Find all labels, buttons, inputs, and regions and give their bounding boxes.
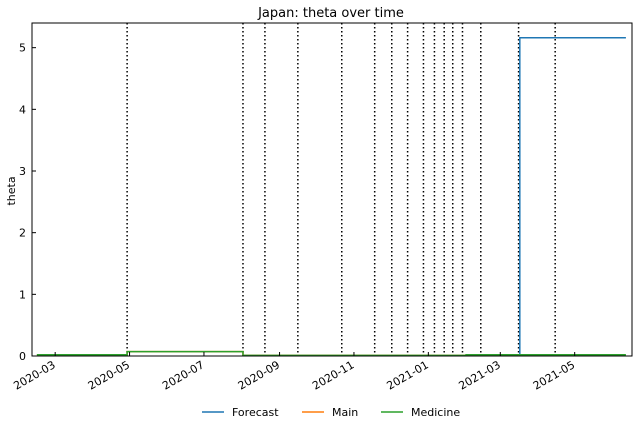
y-axis-label: theta [5,176,18,205]
y-tick-label: 2 [19,227,26,240]
x-tick-label: 2020-11 [310,358,356,392]
x-tick-label: 2021-03 [456,358,502,392]
y-tick-label: 3 [19,165,26,178]
x-tick-label: 2020-05 [86,358,132,392]
plot-frame [31,22,633,357]
legend-label-forecast: Forecast [232,406,279,419]
x-tick-label: 2021-05 [531,358,577,392]
y-tick-label: 5 [19,42,26,55]
plot-area: 0 1 2 3 4 5 2020-03 2020-05 2020-07 2020-09 2020-1… [11,22,633,393]
x-tick-label: 2020-07 [160,358,206,392]
y-tick-label: 0 [19,350,26,363]
x-tick-label: 2020-03 [11,358,57,392]
series-line-medicine [36,350,626,357]
series-line-forecast [519,37,626,355]
legend: Forecast Main Medicine [202,406,460,419]
y-tick-label: 1 [19,288,26,301]
y-tick-label: 4 [19,103,26,116]
legend-label-main: Main [332,406,358,419]
x-tick-label: 2020-09 [236,358,282,392]
x-tick-label: 2021-01 [385,358,431,392]
legend-label-medicine: Medicine [411,406,460,419]
chart-title: Japan: theta over time [257,6,404,21]
